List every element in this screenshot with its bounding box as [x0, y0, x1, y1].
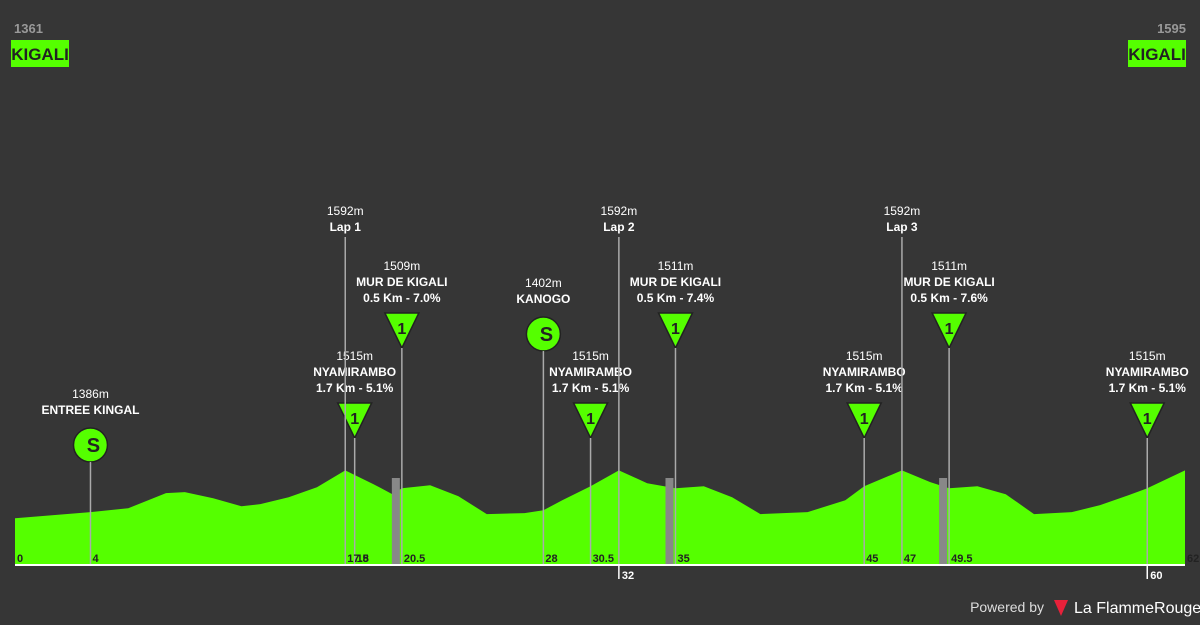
marker-elevation: 1592m — [327, 204, 364, 218]
x-tick-label: 17.5 — [347, 553, 368, 565]
kom-icon — [657, 312, 694, 350]
marker-detail: 0.5 Km - 7.0% — [363, 291, 441, 305]
kom-text: 1 — [350, 411, 359, 428]
x-tick-label: 18 — [357, 553, 369, 565]
brand: La FlammeRouge — [1074, 600, 1200, 617]
marker-name: MUR DE KIGALI — [903, 275, 994, 289]
marker-name: Lap 2 — [603, 220, 635, 234]
x-tick-label: 32 — [622, 570, 634, 582]
marker-detail: 1.7 Km - 5.1% — [1109, 381, 1187, 395]
kom-icon — [336, 402, 373, 440]
powered-by: Powered by — [970, 599, 1044, 615]
marker-elevation: 1386m — [72, 387, 109, 401]
marker-elevation: 1592m — [884, 204, 921, 218]
x-tick-label: 60 — [1150, 570, 1162, 582]
marker-name: MUR DE KIGALI — [630, 275, 721, 289]
start-name: KIGALI — [11, 45, 69, 64]
kom-icon — [572, 402, 609, 440]
marker-elevation: 1515m — [572, 349, 609, 363]
marker-name: NYAMIRAMBO — [313, 365, 396, 379]
kom-icon — [845, 402, 883, 440]
start-badge — [11, 40, 69, 67]
x-tick-label: 0 — [17, 553, 23, 565]
marker-name: NYAMIRAMBO — [1106, 365, 1189, 379]
marker-detail: 1.7 Km - 5.1% — [316, 381, 394, 395]
start-elevation: 1361 — [14, 21, 43, 36]
marker-detail: 1.7 Km - 5.1% — [826, 381, 904, 395]
marker-name: MUR DE KIGALI — [356, 275, 447, 289]
marker-elevation: 1515m — [846, 349, 883, 363]
marker-detail: 1.7 Km - 5.1% — [552, 381, 630, 395]
kom-text: 1 — [1143, 411, 1152, 428]
finish-name: KIGALI — [1128, 45, 1186, 64]
x-tick-label: 47 — [904, 553, 916, 565]
kom-text: 1 — [397, 321, 406, 338]
kom-icon — [383, 312, 421, 350]
marker-detail: 0.5 Km - 7.6% — [910, 291, 988, 305]
x-tick-label: 45 — [866, 553, 878, 565]
x-tick-label: 35 — [677, 553, 689, 565]
marker-elevation: 1402m — [525, 276, 562, 290]
kom-icon — [1129, 402, 1166, 440]
climb-start — [939, 478, 948, 565]
marker-name: Lap 1 — [330, 220, 362, 234]
marker-elevation: 1509m — [384, 259, 421, 273]
finish-badge — [1128, 40, 1186, 67]
finish-elevation: 1595 — [1157, 21, 1186, 36]
x-tick-label: 28 — [545, 553, 557, 565]
marker-elevation: 1511m — [658, 259, 694, 273]
x-tick-label: 4 — [92, 553, 99, 565]
climb-start — [391, 478, 400, 565]
sprint-text: S — [87, 435, 100, 457]
elevation-profile — [15, 470, 1185, 565]
kom-text: 1 — [945, 321, 954, 338]
sprint-text: S — [540, 324, 553, 346]
marker-name: NYAMIRAMBO — [823, 365, 906, 379]
x-tick-label: 62 — [1187, 553, 1199, 565]
marker-elevation: 1592m — [601, 204, 638, 218]
marker-name: KANOGO — [516, 292, 570, 306]
marker-name: ENTREE KINGAL — [41, 403, 139, 417]
marker-elevation: 1511m — [931, 259, 967, 273]
kom-text: 1 — [586, 411, 595, 428]
kom-icon — [930, 312, 968, 350]
x-tick-label: 30.5 — [593, 553, 614, 565]
marker-name: Lap 3 — [886, 220, 918, 234]
marker-name: NYAMIRAMBO — [549, 365, 632, 379]
kom-text: 1 — [671, 321, 680, 338]
brand-logo — [1054, 600, 1068, 616]
marker-detail: 0.5 Km - 7.4% — [637, 291, 715, 305]
kom-text: 1 — [860, 411, 869, 428]
x-tick-label: 20.5 — [404, 553, 425, 565]
climb-start — [665, 478, 674, 565]
x-tick-label: 49.5 — [951, 553, 972, 565]
marker-elevation: 1515m — [1129, 349, 1166, 363]
marker-elevation: 1515m — [336, 349, 373, 363]
